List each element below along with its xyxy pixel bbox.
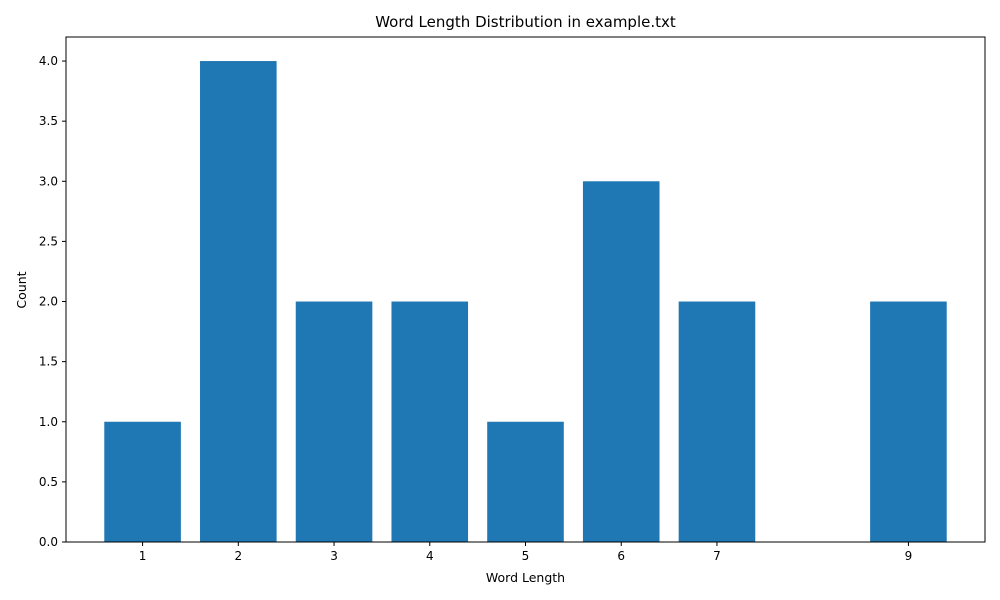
x-tick-label: 4	[426, 549, 434, 563]
y-tick-label: 3.0	[39, 174, 58, 188]
chart-title: Word Length Distribution in example.txt	[375, 13, 676, 31]
y-tick-label: 0.5	[39, 475, 58, 489]
bar-length-7	[678, 301, 756, 542]
y-tick-label: 0.0	[39, 535, 58, 549]
y-tick-label: 2.5	[39, 234, 58, 248]
bar-length-1	[104, 421, 181, 542]
y-tick-label: 2.0	[39, 295, 58, 309]
y-tick-label: 3.5	[39, 114, 58, 128]
x-tick-label: 7	[713, 549, 721, 563]
y-tick-label: 1.0	[39, 415, 58, 429]
bar-length-4	[391, 301, 469, 542]
y-tick-label: 1.5	[39, 355, 58, 369]
x-tick-label: 5	[522, 549, 530, 563]
x-axis-ticks: 1 2 3 4 5 6 7 9	[139, 542, 912, 563]
bar-length-3	[295, 301, 373, 542]
x-tick-label: 1	[139, 549, 147, 563]
x-tick-label: 2	[234, 549, 242, 563]
x-tick-label: 6	[617, 549, 625, 563]
y-axis-ticks: 0.0 0.5 1.0 1.5 2.0 2.5 3.0 3.5 4.0	[39, 54, 66, 549]
bar-length-2	[200, 61, 277, 543]
y-axis-label: Count	[14, 271, 29, 308]
x-axis-label: Word Length	[486, 570, 565, 585]
bar-length-6	[582, 181, 660, 543]
y-tick-label: 4.0	[39, 54, 58, 68]
x-tick-label: 9	[905, 549, 913, 563]
bar-length-5	[487, 421, 564, 542]
bar-length-9	[870, 301, 947, 542]
bars-layer	[104, 61, 947, 543]
x-tick-label: 3	[330, 549, 338, 563]
